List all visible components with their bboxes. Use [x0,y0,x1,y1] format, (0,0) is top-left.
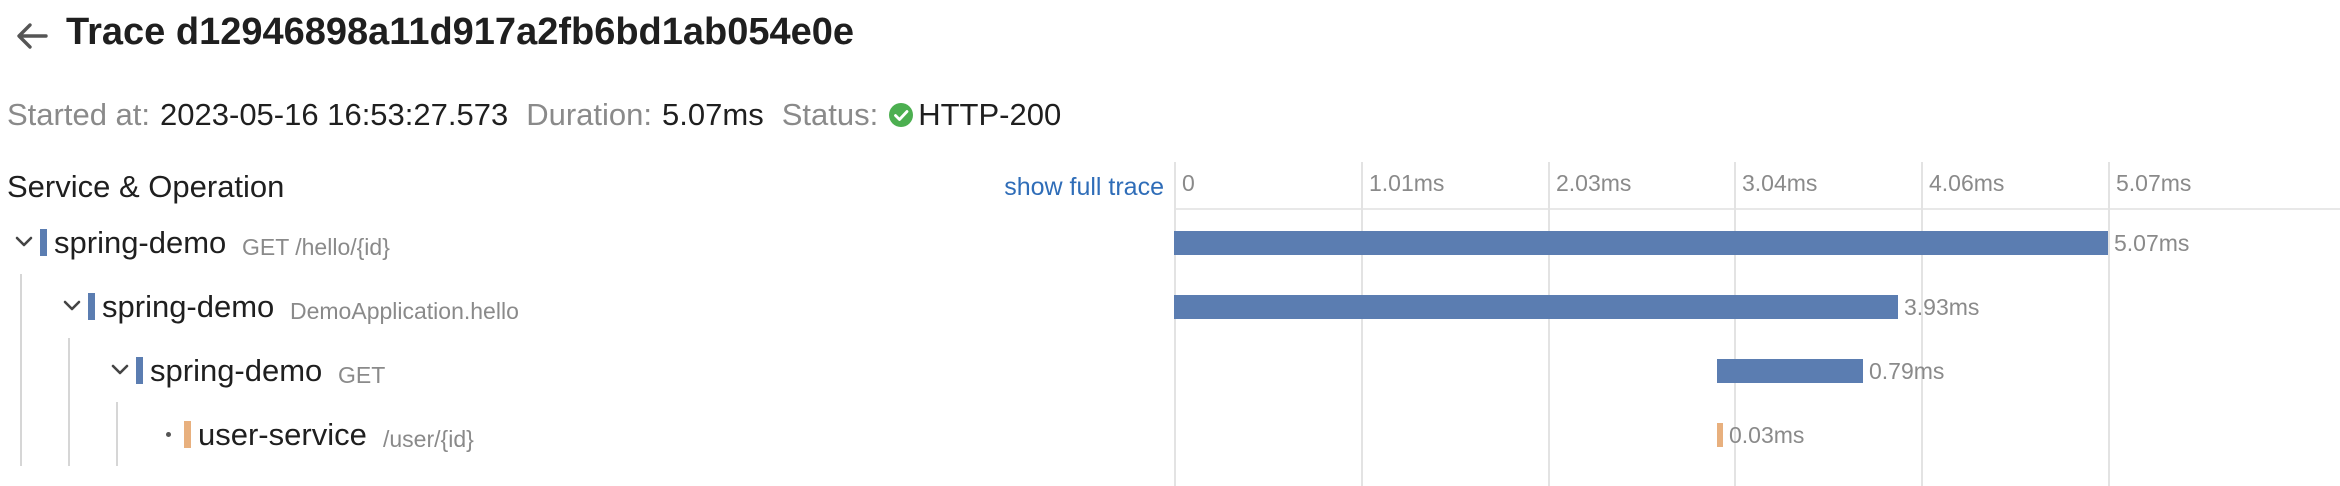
tree-guide-line [20,402,22,466]
started-value: 2023-05-16 16:53:27.573 [160,97,509,132]
show-full-trace-link[interactable]: show full trace [1004,173,1164,201]
span-duration-label: 3.93ms [1904,294,1980,320]
collapse-toggle[interactable] [58,292,86,320]
tick-label: 3.04ms [1742,170,1818,196]
started-label: Started at: [7,97,151,132]
tick-label: 5.07ms [2116,170,2192,196]
service-name: spring-demo [54,225,227,260]
chevron-down-icon [111,364,129,375]
operation-name: GET /hello/{id} [242,234,390,260]
leaf-dot [166,432,171,437]
service-name: user-service [198,417,367,452]
timeline: 0 1.01ms 2.03ms 3.04ms 4.06ms 5.07ms 5.07ms 3.9… [1174,162,2340,486]
arrow-left-icon [17,23,48,49]
axis-rule [1174,208,2340,210]
back-button[interactable] [10,14,54,58]
tree-guide-line [20,274,22,338]
span-bar[interactable] [1717,423,1723,447]
span-duration-label: 0.03ms [1729,422,1805,448]
tree-guide-line [68,402,70,466]
span-bar[interactable] [1174,231,2108,255]
page-header: Trace d12946898a11d917a2fb6bd1ab054e0e [0,0,2340,72]
tick-line [2108,162,2110,486]
operation-name: GET [338,362,386,388]
operation-name: /user/{id} [383,426,474,452]
tick-label: 0 [1182,170,1195,196]
span-duration-label: 0.79ms [1869,358,1945,384]
span-duration-label: 5.07ms [2114,230,2190,256]
span-bar[interactable] [1174,295,1898,319]
service-name: spring-demo [150,353,323,388]
collapse-toggle[interactable] [10,228,38,256]
tick-line [1548,162,1550,486]
tree-guide-line [68,338,70,402]
service-operation-header: Service & Operation [7,169,285,204]
tick-line [1174,162,1176,486]
status-label: Status: [781,97,879,132]
service-color-swatch [184,421,191,448]
status-value: HTTP-200 [918,97,1062,132]
check-circle-icon [888,102,914,128]
service-color-swatch [40,229,47,256]
span-bar[interactable] [1717,359,1863,383]
service-color-swatch [88,293,95,320]
collapse-toggle[interactable] [106,356,134,384]
tick-label: 4.06ms [1929,170,2005,196]
span-row[interactable]: user-service/user/{id} [0,402,1170,466]
tick-line [1734,162,1736,486]
span-row[interactable]: spring-demo DemoApplication.hello [0,274,1170,338]
operation-name: DemoApplication.hello [290,298,519,324]
duration-label: Duration: [526,97,653,132]
tick-line [1361,162,1363,486]
tree-guide-line [20,338,22,402]
service-name: spring-demo [102,289,275,324]
duration-value: 5.07ms [662,97,764,132]
service-color-swatch [136,357,143,384]
tick-line [1921,162,1923,486]
tree-guide-line [116,402,118,466]
page-title: Trace d12946898a11d917a2fb6bd1ab054e0e [66,11,855,53]
span-row[interactable]: spring-demo GET /hello/{id} [0,210,1170,274]
tick-label: 1.01ms [1369,170,1445,196]
chevron-down-icon [63,300,81,311]
tick-label: 2.03ms [1556,170,1632,196]
trace-summary: Started at: 2023-05-16 16:53:27.573 Dura… [7,95,1079,135]
span-row[interactable]: spring-demo GET [0,338,1170,402]
chevron-down-icon [15,236,33,247]
